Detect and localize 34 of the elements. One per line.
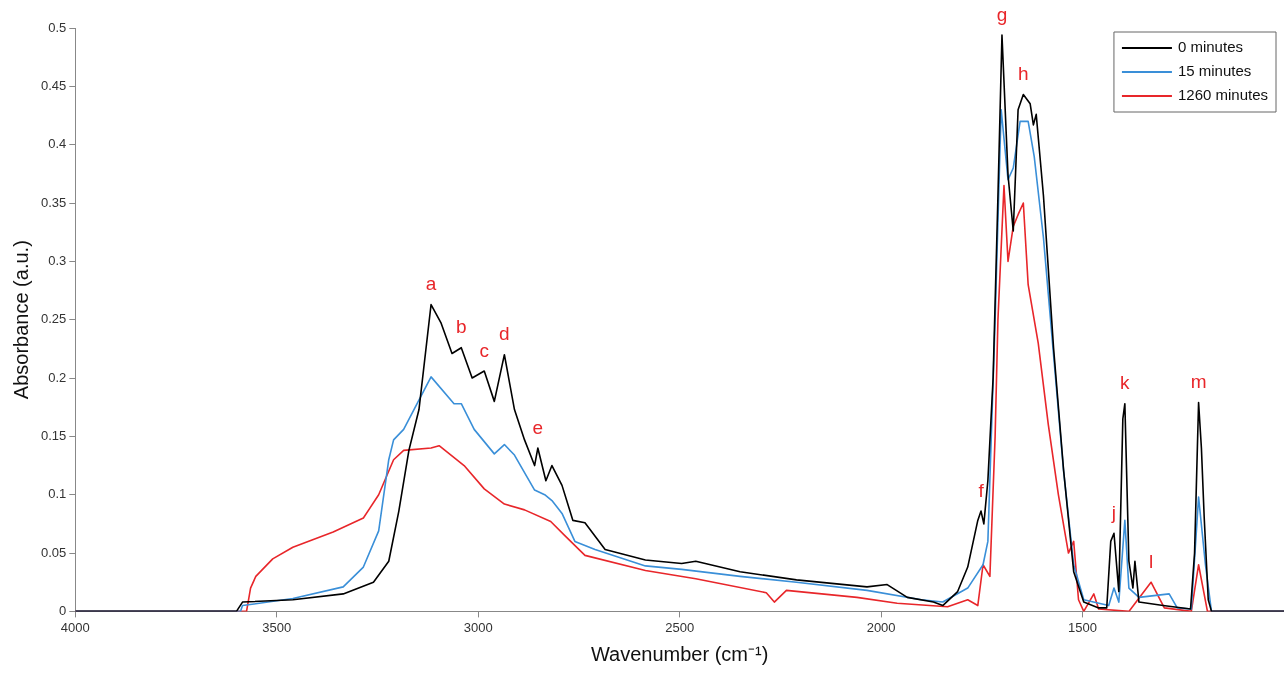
legend-label: 1260 minutes bbox=[1177, 86, 1268, 104]
y-tick-label: 0 bbox=[59, 602, 67, 618]
y-tick-label: 0.35 bbox=[40, 194, 67, 210]
annotation: a bbox=[425, 273, 437, 295]
x-tick-label: 3500 bbox=[262, 619, 292, 635]
y-tick-label: 0.05 bbox=[40, 544, 67, 560]
y-tick-label: 0.4 bbox=[48, 136, 67, 152]
y-tick-label: 0.25 bbox=[40, 311, 67, 327]
x-tick-label: 2500 bbox=[665, 619, 695, 635]
annotation: f bbox=[978, 479, 985, 501]
x-tick-label: 4000 bbox=[60, 619, 90, 635]
y-tick-label: 0.3 bbox=[48, 252, 67, 268]
annotation: b bbox=[455, 316, 467, 338]
annotation: k bbox=[1120, 372, 1131, 394]
annotation: c bbox=[479, 339, 489, 361]
x-tick-label: 2000 bbox=[866, 619, 896, 635]
x-axis-title: Wavenumber (cm⁻¹) bbox=[590, 642, 769, 665]
annotation: l bbox=[1148, 550, 1154, 572]
y-tick-label: 0.2 bbox=[48, 369, 67, 385]
y-tick-label: 0.5 bbox=[48, 19, 67, 35]
annotation: j bbox=[1110, 501, 1117, 523]
annotation: g bbox=[996, 3, 1008, 25]
y-tick-label: 0.1 bbox=[48, 486, 67, 502]
x-tick-label: 1500 bbox=[1068, 619, 1098, 635]
annotation: m bbox=[1190, 371, 1207, 393]
annotation: e bbox=[532, 416, 544, 438]
y-tick-label: 0.45 bbox=[40, 77, 67, 93]
x-tick-label: 3000 bbox=[463, 619, 493, 635]
y-axis-title: Absorbance (a.u.) bbox=[9, 240, 32, 400]
legend-label: 15 minutes bbox=[1177, 62, 1252, 80]
annotation: h bbox=[1018, 63, 1029, 85]
legend-label: 0 minutes bbox=[1177, 38, 1243, 56]
annotation: d bbox=[499, 323, 510, 345]
y-tick-label: 0.15 bbox=[40, 427, 67, 443]
